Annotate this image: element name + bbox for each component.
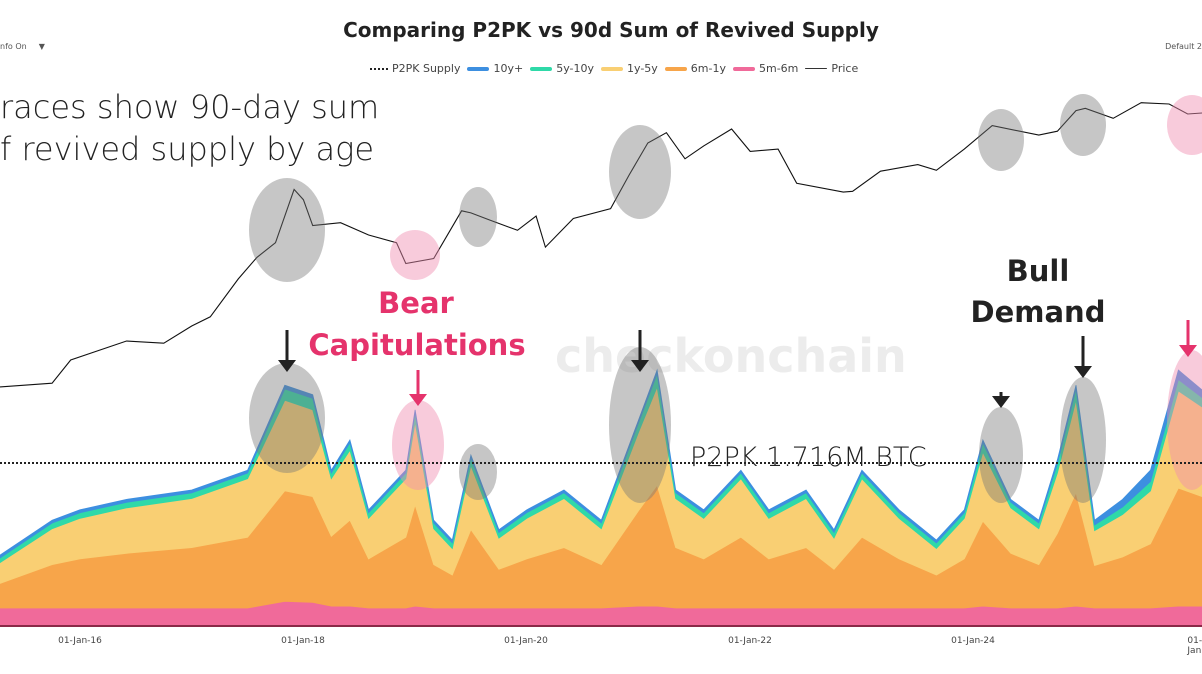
highlight-ellipse-grey [459, 187, 497, 247]
highlight-ellipse-pink [390, 230, 440, 280]
highlight-ellipse-grey [609, 125, 671, 219]
x-tick-label: 01-Jan-18 [281, 636, 325, 646]
highlight-ellipse-pink [392, 400, 444, 490]
legend-swatch [467, 66, 490, 71]
legend-label: P2PK Supply [392, 62, 461, 75]
chart-title: Comparing P2PK vs 90d Sum of Revived Sup… [343, 18, 879, 42]
info-toggle[interactable]: nfo On ▼ [0, 42, 45, 51]
legend-swatch [601, 66, 623, 71]
legend-item-6m-1y[interactable]: 6m-1y [664, 62, 726, 75]
highlight-ellipse-grey [1060, 94, 1106, 156]
trace-annotation-line1: races show 90-day sum [0, 88, 380, 126]
legend-item-5y-10y[interactable]: 5y-10y [530, 62, 594, 75]
price-line [0, 102, 1202, 388]
down-arrow-icon [992, 392, 1010, 408]
bull-label-line2: Demand [971, 295, 1106, 329]
legend-label: 1y-5y [627, 62, 658, 75]
area-10y-plus [0, 368, 1202, 559]
down-arrow-icon [1074, 336, 1092, 378]
p2pk-label: P2PK 1.716M BTC [690, 442, 927, 473]
down-arrow-pink-icon [409, 370, 427, 406]
trace-annotation: races show 90-day sum f revived supply b… [0, 86, 379, 170]
bear-label-line2: Capitulations [308, 328, 525, 362]
highlight-ellipse-grey [979, 407, 1023, 503]
legend-item-1y-5y[interactable]: 1y-5y [601, 62, 658, 75]
legend-swatch [370, 67, 388, 70]
highlight-ellipse-pink [1167, 95, 1202, 155]
bull-label-line1: Bull [1007, 254, 1070, 288]
legend-item-p2pk-supply[interactable]: P2PK Supply [370, 62, 460, 75]
x-tick-label: 01-Jan-20 [504, 636, 548, 646]
down-arrow-icon [278, 330, 296, 372]
down-arrow-icon [631, 330, 649, 372]
legend-swatch [733, 66, 755, 71]
legend-swatch [664, 66, 687, 71]
down-arrow-pink-icon [1179, 320, 1197, 357]
highlight-ellipse-pink [1167, 350, 1202, 490]
legend-item-10y[interactable]: 10y+ [467, 62, 523, 75]
legend-swatch [805, 68, 828, 69]
legend-item-5m-6m[interactable]: 5m-6m [733, 62, 798, 75]
legend-label: 5m-6m [759, 62, 799, 75]
bear-label-line1: Bear [378, 286, 454, 320]
highlight-ellipse-grey [249, 178, 325, 282]
highlight-ellipse-grey [459, 444, 497, 500]
legend-label: 5y-10y [556, 62, 594, 75]
legend-label: 6m-1y [690, 62, 726, 75]
watermark: checkonchain [555, 329, 907, 383]
legend: P2PK Supply 10y+ 5y-10y 1y-5y 6m-1y 5m-6… [370, 62, 858, 75]
highlight-ellipse-grey [978, 109, 1024, 171]
dropdown-arrow-icon[interactable]: ▼ [38, 42, 45, 51]
legend-swatch [530, 66, 553, 71]
default-selector[interactable]: Default 2 [1165, 42, 1202, 51]
x-tick-label: 01-Jan-16 [58, 636, 102, 646]
highlight-ellipse-grey [249, 363, 325, 473]
legend-item-price[interactable]: Price [805, 62, 858, 75]
x-tick-label: 01-Jan-22 [728, 636, 772, 646]
legend-label: 10y+ [493, 62, 524, 75]
trace-annotation-line2: f revived supply by age [0, 130, 375, 168]
info-toggle-label: nfo On [0, 42, 27, 51]
x-tick-label: 01-Jan-24 [951, 636, 995, 646]
highlight-ellipse-grey [1060, 377, 1106, 503]
x-tick-label: 01-Jan [1187, 636, 1202, 656]
legend-label: Price [831, 62, 859, 75]
